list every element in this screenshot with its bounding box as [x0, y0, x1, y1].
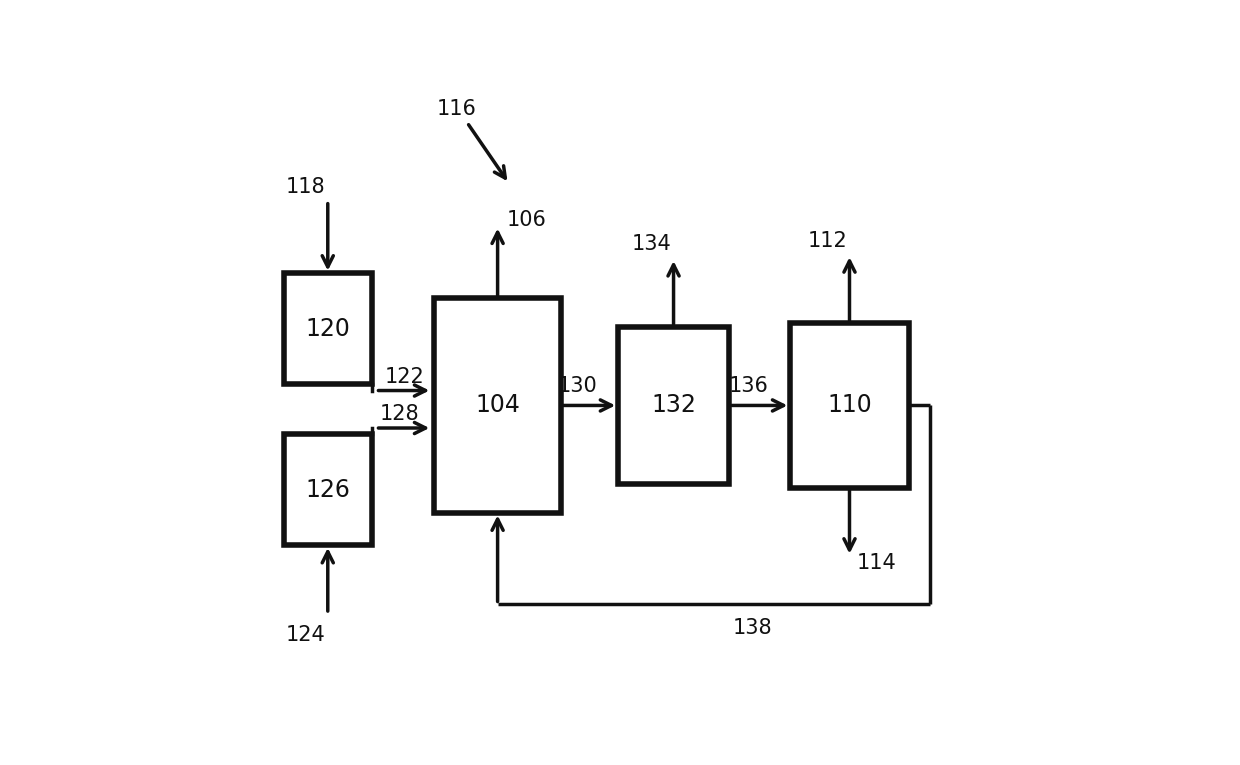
Bar: [434, 298, 560, 513]
Bar: [618, 327, 729, 484]
Bar: [284, 435, 372, 545]
Text: 132: 132: [651, 393, 696, 418]
Bar: [284, 274, 372, 385]
Text: 114: 114: [857, 553, 897, 573]
Bar: [790, 323, 909, 488]
Text: 106: 106: [507, 210, 547, 230]
Text: 120: 120: [305, 317, 350, 341]
Text: 128: 128: [379, 404, 419, 424]
Text: 122: 122: [384, 366, 424, 387]
Text: 104: 104: [475, 393, 520, 418]
Text: 134: 134: [631, 234, 671, 254]
Text: 118: 118: [285, 177, 325, 197]
Text: 116: 116: [436, 99, 476, 119]
Text: 130: 130: [558, 376, 598, 396]
Text: 124: 124: [285, 626, 325, 646]
Text: 110: 110: [827, 393, 872, 418]
Text: 126: 126: [305, 477, 350, 502]
Text: 136: 136: [728, 376, 768, 396]
Text: 112: 112: [807, 230, 847, 251]
Text: 138: 138: [733, 618, 773, 638]
